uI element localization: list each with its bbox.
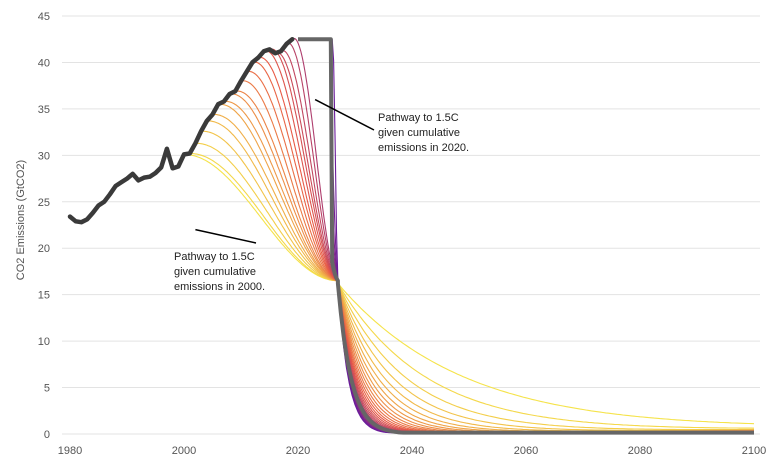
highlight-pathway [297,37,754,435]
pathway-line [235,90,754,434]
axis-ticks: 0 5 10 15 20 25 30 35 40 45 1980 2000 2020 2040 2060 20… [38,11,766,457]
annotation-text: emissions in 2020. [378,142,469,154]
y-tick-label: 25 [38,197,50,209]
x-tick-label: 1980 [58,445,82,457]
y-tick-label: 30 [38,150,50,162]
y-tick-label: 5 [44,383,50,395]
annotation-text: Pathway to 1.5C [174,251,255,263]
pathway-line [195,142,754,431]
pathway-line [274,52,754,434]
x-tick-label: 2000 [172,445,196,457]
annotation-text: given cumulative [378,127,460,139]
historical-line [67,36,295,225]
y-axis-title: CO2 Emissions (GtCO2) [15,160,27,280]
annotation-pointer [195,228,257,244]
pathway-series [184,37,755,434]
annotations: Pathway to 1.5C given cumulative emissions… [174,98,469,293]
x-tick-label: 2060 [514,445,538,457]
x-tick-label: 2020 [286,445,310,457]
pathway-line [184,153,755,425]
pathway-line [189,152,755,429]
pathway-line [326,38,754,434]
pathway-line [206,120,755,432]
annotation-pointer [314,98,375,131]
annotation-text: Pathway to 1.5C [378,112,459,124]
x-tick-label: 2040 [400,445,424,457]
annotation: Pathway to 1.5C given cumulative emissions… [314,98,469,154]
y-tick-label: 10 [38,336,50,348]
y-tick-label: 45 [38,11,50,23]
pathway-line [303,38,754,434]
pathway-line [320,38,754,434]
y-tick-label: 0 [44,429,50,441]
y-tick-label: 40 [38,57,50,69]
pathway-line [201,130,754,431]
y-tick-label: 20 [38,243,50,255]
annotation: Pathway to 1.5C given cumulative emissions… [174,228,265,293]
pathway-line [218,103,755,433]
y-tick-label: 35 [38,104,50,116]
x-tick-label: 2100 [742,445,766,457]
pathway-line [212,113,755,432]
grid-lines [62,15,760,435]
pathway-line [240,80,755,434]
pathway-line [269,48,754,434]
y-tick-label: 15 [38,290,50,302]
pathway-line-2020-highlight [297,37,754,435]
pathway-line [309,38,754,434]
historical-series [67,36,295,225]
annotation-text: given cumulative [174,266,256,278]
x-tick-label: 2080 [628,445,652,457]
annotation-text: emissions in 2000. [174,281,265,293]
pathway-line [331,39,754,434]
